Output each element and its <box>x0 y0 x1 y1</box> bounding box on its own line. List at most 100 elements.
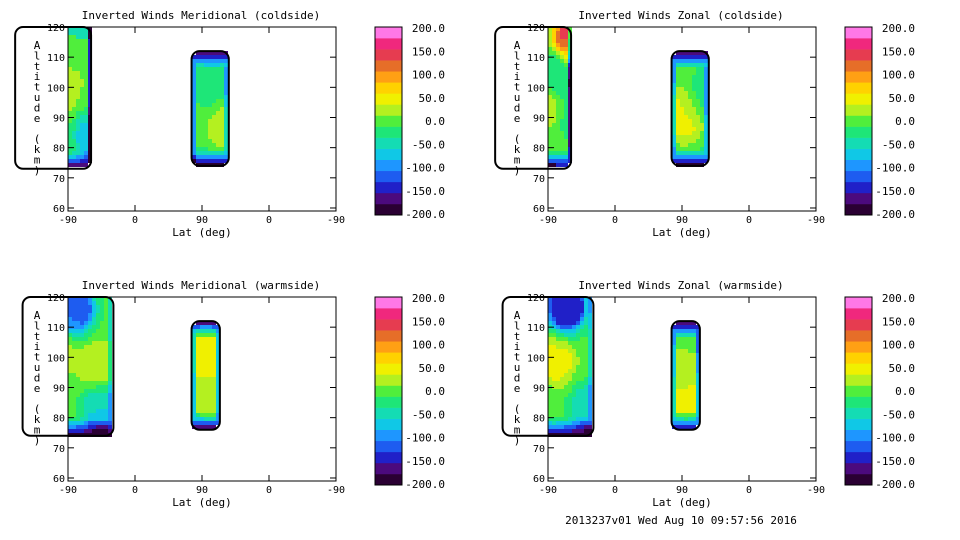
colorbar-swatch <box>375 352 402 364</box>
field-cell <box>676 159 680 163</box>
field-cell <box>572 417 576 421</box>
field-cell <box>696 369 700 373</box>
field-cell <box>560 111 564 115</box>
field-cell <box>560 385 564 389</box>
field-cell <box>684 337 688 341</box>
field-cell <box>68 321 72 325</box>
field-cell <box>80 381 84 385</box>
field-cell <box>684 365 688 369</box>
field-cell <box>96 321 100 325</box>
field-cell <box>76 377 80 381</box>
field-cell <box>568 381 572 385</box>
field-cell <box>704 107 708 111</box>
field-cell <box>548 361 552 365</box>
field-cell <box>204 373 208 377</box>
field-cell <box>672 139 676 143</box>
field-cell <box>88 413 92 417</box>
field-cell <box>672 91 676 95</box>
field-cell <box>200 99 204 103</box>
field-cell <box>560 99 564 103</box>
field-cell <box>552 91 556 95</box>
field-cell <box>556 139 560 143</box>
field-cell <box>560 63 564 67</box>
field-cell <box>548 337 552 341</box>
field-cell <box>196 373 200 377</box>
field-cell <box>688 83 692 87</box>
field-cell <box>224 155 228 159</box>
field-cell <box>564 305 568 309</box>
field-cell <box>552 83 556 87</box>
colorbar-tick-label: 150.0 <box>412 45 445 58</box>
y-tick-label: 70 <box>533 444 545 455</box>
field-cell <box>556 35 560 39</box>
field-cell <box>88 75 92 79</box>
field-cell <box>688 321 692 325</box>
field-cell <box>204 385 208 389</box>
field-cell <box>700 135 704 139</box>
field-cell <box>196 155 200 159</box>
field-cell <box>692 409 696 413</box>
field-cell <box>104 365 108 369</box>
field-cell <box>688 79 692 83</box>
field-cell <box>576 301 580 305</box>
field-cell <box>84 107 88 111</box>
field-cell <box>84 139 88 143</box>
field-cell <box>92 413 96 417</box>
field-cell <box>216 139 220 143</box>
field-cell <box>552 329 556 333</box>
field-cell <box>204 119 208 123</box>
field-cell <box>216 151 220 155</box>
field-cell <box>76 127 80 131</box>
colorbar: 200.0150.0100.050.00.0-50.0-100.0-150.0-… <box>374 22 445 221</box>
field-cell <box>72 333 76 337</box>
field-cell <box>548 31 552 35</box>
field-cell <box>696 409 700 413</box>
field-cell <box>556 397 560 401</box>
field-cell <box>700 55 704 59</box>
field-cell <box>564 309 568 313</box>
field-cell <box>76 397 80 401</box>
field-cell <box>556 155 560 159</box>
field-cell <box>104 421 108 425</box>
field-cell <box>80 123 84 127</box>
field-cell <box>568 429 572 433</box>
colorbar-tick-label: 150.0 <box>882 45 915 58</box>
field-cell <box>208 333 212 337</box>
field-cell <box>68 51 72 55</box>
field-cell <box>216 385 220 389</box>
field-cell <box>88 369 92 373</box>
field-cell <box>92 341 96 345</box>
field-cell <box>200 135 204 139</box>
field-cell <box>68 397 72 401</box>
field-cell <box>588 353 592 357</box>
field-cell <box>704 127 708 131</box>
field-cell <box>568 305 572 309</box>
field-cell <box>80 325 84 329</box>
field-cell <box>92 397 96 401</box>
field-cell <box>556 361 560 365</box>
chart-title: Inverted Winds Zonal (warmside) <box>578 279 783 292</box>
field-cell <box>220 71 224 75</box>
field-cell <box>688 397 692 401</box>
field-cell <box>696 91 700 95</box>
field-cell <box>96 413 100 417</box>
field-cell <box>680 397 684 401</box>
colorbar-swatch <box>375 93 402 105</box>
field-cell <box>92 309 96 313</box>
field-cell <box>204 361 208 365</box>
colorbar: 200.0150.0100.050.00.0-50.0-100.0-150.0-… <box>844 22 915 221</box>
field-cell <box>700 59 704 63</box>
field-cell <box>76 39 80 43</box>
field-cell <box>204 135 208 139</box>
field-cell <box>548 405 552 409</box>
field-cell <box>568 417 572 421</box>
field-cell <box>68 381 72 385</box>
field-cell <box>684 111 688 115</box>
field-cell <box>564 425 568 429</box>
field-cell <box>568 159 572 163</box>
contour-boundary-2 <box>190 50 230 167</box>
field-cell <box>684 325 688 329</box>
field-cell <box>572 321 576 325</box>
field-cell <box>680 151 684 155</box>
field-cell <box>88 43 92 47</box>
